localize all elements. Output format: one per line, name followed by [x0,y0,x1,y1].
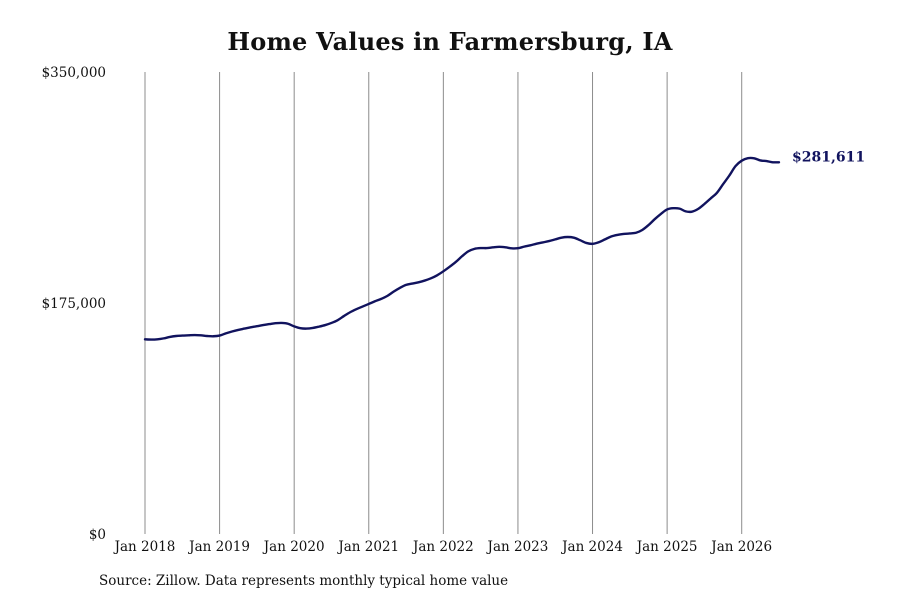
y-tick-label: $350,000 [42,65,106,81]
y-tick-label: $175,000 [42,296,106,312]
series-line-home-value [143,156,781,341]
y-axis-tick-labels: $0 $175,000 $350,000 [42,65,106,543]
source-note: Source: Zillow. Data represents monthly … [99,573,509,589]
x-tick-label: Jan 2025 [635,539,698,555]
x-tick-label: Jan 2020 [262,539,325,555]
end-value-label: $281,611 [792,149,865,165]
vertical-gridlines [144,72,743,534]
x-tick-label: Jan 2024 [560,539,623,555]
x-axis-tick-labels: Jan 2018 Jan 2019 Jan 2020 Jan 2021 Jan 2022… [113,539,773,555]
x-tick-label: Jan 2019 [187,539,250,555]
x-tick-label: Jan 2022 [411,539,474,555]
x-tick-label: Jan 2026 [709,539,772,555]
x-tick-label: Jan 2021 [336,539,399,555]
y-tick-label: $0 [89,527,106,543]
x-tick-label: Jan 2018 [113,539,176,555]
x-tick-label: Jan 2023 [486,539,549,555]
chart-title: Home Values in Farmersburg, IA [227,27,673,56]
